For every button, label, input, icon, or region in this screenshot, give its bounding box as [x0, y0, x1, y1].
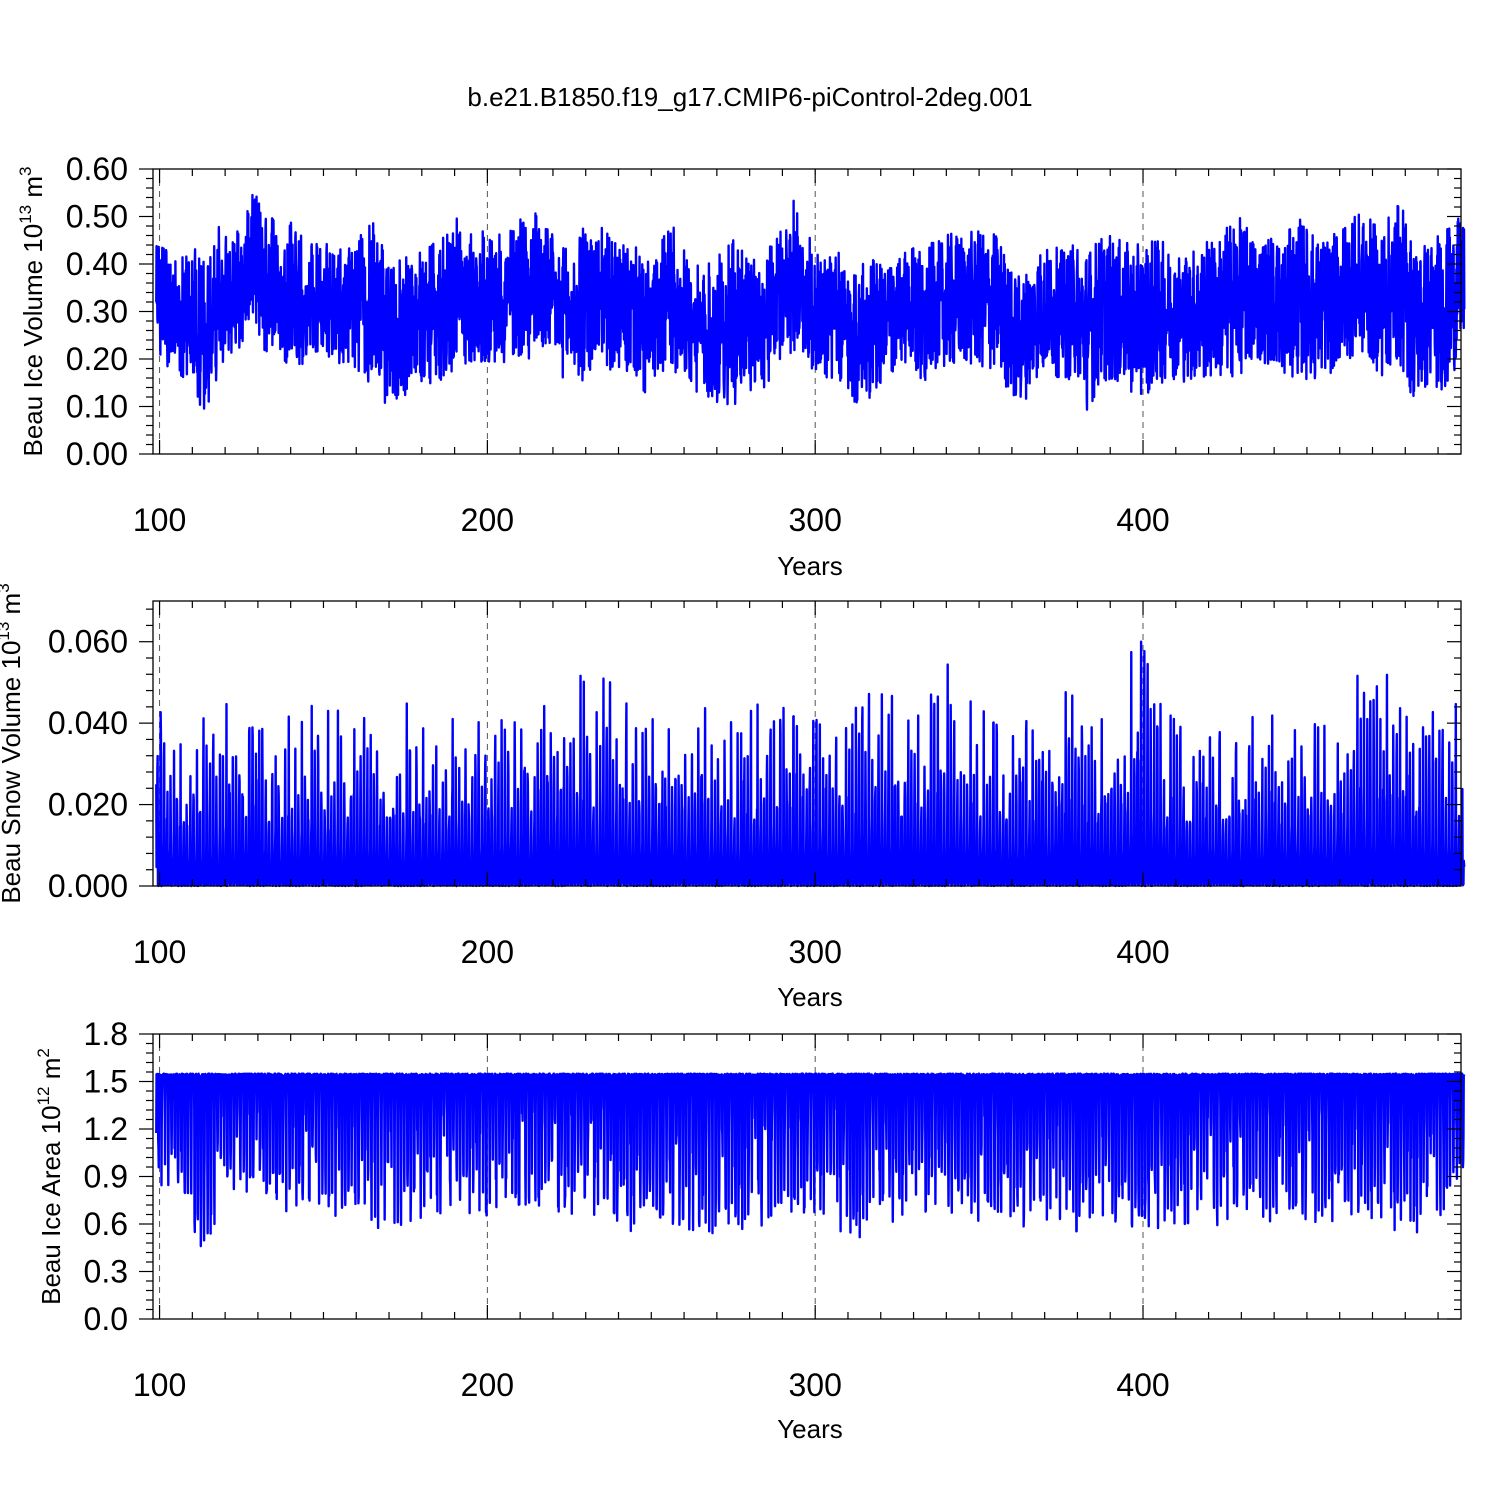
panel-3: 100 200 300 400 0.0 0.3 0.6 0.9 1.2 1.5 1.8 Years Be… — [34, 1016, 1466, 1444]
x-tick-label: 100 — [133, 934, 186, 970]
y-tick-label: 1.5 — [84, 1064, 128, 1100]
x-tick-label: 100 — [133, 1367, 186, 1403]
x-tick-label: 200 — [461, 502, 514, 538]
x-tick-label: 200 — [461, 934, 514, 970]
y-tick-label: 0.30 — [66, 294, 128, 330]
y-tick-label: 0.00 — [66, 436, 128, 472]
y-axis-title-unit-exponent: 2 — [34, 1048, 53, 1057]
panel-1: 100 200 300 400 0.00 0.10 0.20 0.30 0.40 0.50 0.60… — [16, 151, 1466, 581]
y-tick-label: 1.2 — [84, 1111, 128, 1147]
y-tick-label: 0.6 — [84, 1206, 128, 1242]
y-axis-title-exponent: 13 — [0, 622, 13, 641]
x-tick-label: 400 — [1116, 1367, 1169, 1403]
plot-frame — [152, 600, 1462, 887]
y-axis-title-main: Beau Ice Area 10 — [36, 1105, 66, 1304]
y-tick-label: 0.040 — [48, 705, 128, 741]
y-tick-label: 0.20 — [66, 341, 128, 377]
x-axis-title: Years — [777, 982, 843, 1012]
y-tick-label: 0.3 — [84, 1254, 128, 1290]
y-axis-title: Beau Ice Area 1012 m2 — [34, 1048, 66, 1305]
figure-title: b.e21.B1850.f19_g17.CMIP6-piControl-2deg… — [467, 82, 1032, 112]
x-tick-label: 300 — [789, 934, 842, 970]
y-axis-title-unit: m — [36, 1058, 66, 1087]
x-tick-label: 400 — [1116, 934, 1169, 970]
y-axis-title-unit: m — [0, 593, 26, 622]
x-tick-label: 400 — [1116, 502, 1169, 538]
y-axis-title-main: Beau Snow Volume 10 — [0, 641, 26, 904]
y-tick-label: 0.000 — [48, 868, 128, 904]
y-tick-label: 1.8 — [84, 1016, 128, 1052]
x-tick-label: 200 — [461, 1367, 514, 1403]
x-axis-title: Years — [777, 551, 843, 581]
x-tick-label: 300 — [789, 1367, 842, 1403]
y-tick-label: 0.060 — [48, 624, 128, 660]
y-tick-label: 0.10 — [66, 389, 128, 425]
y-tick-label: 0.60 — [66, 151, 128, 187]
x-tick-label: 100 — [133, 502, 186, 538]
y-tick-label: 0.40 — [66, 246, 128, 282]
y-axis-title: Beau Ice Volume 1013 m3 — [16, 167, 48, 457]
y-tick-label: 0.9 — [84, 1159, 128, 1195]
y-tick-label: 0.020 — [48, 787, 128, 823]
y-axis-title: Beau Snow Volume 1013 m3 — [0, 583, 26, 903]
series-line — [155, 193, 1466, 411]
y-axis-title-unit-exponent: 3 — [0, 583, 13, 592]
series-line — [155, 1072, 1466, 1248]
y-tick-label: 0.50 — [66, 199, 128, 235]
panel-2: 100 200 300 400 0.000 0.020 0.040 0.060 Years Bea… — [0, 583, 1466, 1012]
y-axis-title-main: Beau Ice Volume 10 — [18, 224, 48, 457]
y-axis-title-exponent: 13 — [16, 205, 35, 224]
x-axis-title: Years — [777, 1414, 843, 1444]
series-line — [155, 640, 1466, 888]
y-axis-title-unit-exponent: 3 — [16, 167, 35, 176]
y-tick-label: 0.0 — [84, 1301, 128, 1337]
y-axis-title-exponent: 12 — [34, 1086, 53, 1105]
y-axis-title-unit: m — [18, 176, 48, 205]
x-tick-label: 300 — [789, 502, 842, 538]
